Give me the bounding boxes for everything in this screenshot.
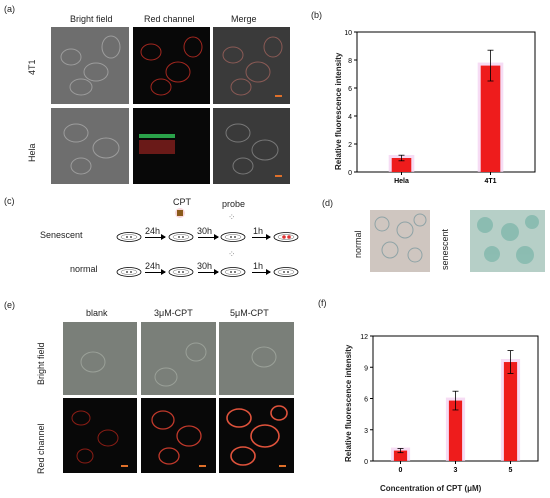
y-tick-label: 6 <box>364 397 368 404</box>
y-tick-label: 12 <box>360 334 368 341</box>
label-probe: probe <box>222 199 246 209</box>
x-tick-label: 3 <box>454 467 458 474</box>
probe-dots-icon: ⁘ <box>228 249 238 259</box>
y-tick-label: 6 <box>348 86 352 93</box>
chart-b-ylabel: Relative fluorescence intensity <box>334 52 343 170</box>
micrograph-blank-red-channel <box>63 398 137 473</box>
cpt-icon <box>175 208 185 218</box>
arrow-icon <box>198 234 219 240</box>
micrograph-5um-bright-field <box>219 322 294 395</box>
time-1h: 1h <box>253 261 264 271</box>
arrow-icon <box>252 234 271 240</box>
x-tick-label: 5 <box>509 467 513 474</box>
chart-b: 0 2 4 6 8 10 Hela 4T1 <box>345 30 536 185</box>
petri-dish-icon <box>116 265 142 283</box>
arrow-icon <box>145 269 166 275</box>
micrograph-4t1-bright-field <box>51 27 129 104</box>
bar-3 <box>448 400 463 461</box>
col-label-blank: blank <box>86 308 108 318</box>
bar-5 <box>503 362 518 461</box>
red-band <box>139 140 175 154</box>
x-tick-label: Hela <box>394 178 409 185</box>
bar-Hela <box>391 158 412 172</box>
bar-0 <box>393 450 408 461</box>
label-normal: normal <box>353 230 363 258</box>
col-label-5um-cpt: 5μM-CPT <box>230 308 269 318</box>
col-label-bright-field: Bright field <box>70 14 113 24</box>
petri-dish-icon <box>273 265 299 283</box>
y-tick-label: 4 <box>348 114 352 121</box>
scale-bar <box>279 465 286 467</box>
scale-bar <box>275 175 282 177</box>
row-label-red-channel: Red channel <box>36 423 46 474</box>
row-label-4t1: 4T1 <box>27 59 37 75</box>
label-cpt: CPT <box>173 197 191 207</box>
petri-dish-icon <box>220 265 246 283</box>
green-band <box>139 134 175 138</box>
stain-normal-image <box>370 210 430 272</box>
scale-bar <box>121 465 128 467</box>
micrograph-hela-bright-field <box>51 108 129 184</box>
scale-bar <box>199 465 206 467</box>
row-label-normal: normal <box>70 264 98 274</box>
micrograph-hela-red-channel <box>133 108 210 184</box>
row-label-hela: Hela <box>27 143 37 162</box>
stain-senescent-image <box>470 210 545 272</box>
label-senescent: senescent <box>440 228 450 270</box>
row-label-senescent: Senescent <box>40 230 83 240</box>
panel-e-letter: (e) <box>4 300 15 310</box>
y-tick-label: 0 <box>348 170 352 177</box>
chart-f-ylabel: Relative fluorescence intensity <box>344 344 353 462</box>
y-tick-label: 10 <box>345 30 352 37</box>
chart-f-xlabel: Concentration of CPT (μM) <box>380 484 482 493</box>
probe-dots-icon: ⁘ <box>228 212 238 222</box>
arrow-icon <box>145 234 166 240</box>
arrow-icon <box>252 269 271 275</box>
col-label-red-channel: Red channel <box>144 14 195 24</box>
time-24h: 24h <box>145 261 161 271</box>
time-1h: 1h <box>253 226 264 236</box>
y-tick-label: 9 <box>364 365 368 372</box>
panel-b-letter: (b) <box>311 10 322 20</box>
panel-a-letter: (a) <box>4 4 15 14</box>
bar-4T1 <box>480 65 501 172</box>
y-tick-label: 8 <box>348 58 352 65</box>
y-tick-label: 3 <box>364 428 368 435</box>
x-tick-label: 0 <box>399 467 403 474</box>
scale-bar <box>275 95 282 97</box>
col-label-merge: Merge <box>231 14 257 24</box>
x-tick-label: 4T1 <box>484 178 496 185</box>
time-30h: 30h <box>197 261 213 271</box>
y-tick-label: 0 <box>364 459 368 466</box>
micrograph-hela-merge <box>213 108 290 184</box>
micrograph-4t1-merge <box>213 27 290 104</box>
micrograph-5um-red-channel <box>219 398 294 473</box>
petri-dish-icon <box>220 230 246 248</box>
col-label-3um-cpt: 3μM-CPT <box>154 308 193 318</box>
chart-f: 0 3 6 9 12 0 3 5 <box>360 334 539 474</box>
petri-dish-icon <box>116 230 142 248</box>
petri-dish-icon <box>273 230 299 248</box>
micrograph-3um-red-channel <box>141 398 216 473</box>
time-24h: 24h <box>145 226 161 236</box>
panel-c-letter: (c) <box>4 196 15 206</box>
petri-dish-icon <box>168 230 194 248</box>
arrow-icon <box>198 269 219 275</box>
plot-frame <box>356 31 536 173</box>
petri-dish-icon <box>168 265 194 283</box>
y-tick-label: 2 <box>348 142 352 149</box>
panel-d-letter: (d) <box>322 198 333 208</box>
row-label-bright-field: Bright field <box>36 342 46 385</box>
time-30h: 30h <box>197 226 213 236</box>
micrograph-4t1-red-channel <box>133 27 210 104</box>
panel-f-letter: (f) <box>318 298 327 308</box>
micrograph-3um-bright-field <box>141 322 216 395</box>
micrograph-blank-bright-field <box>63 322 137 395</box>
